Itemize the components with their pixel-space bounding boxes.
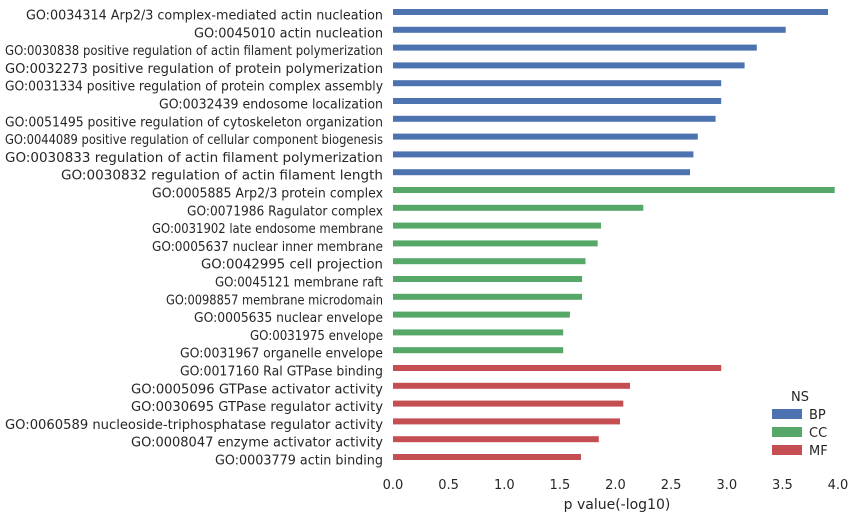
category-label-14: GO:0042995 cell projection (201, 258, 383, 273)
x-tick-label-7: 3.5 (772, 478, 793, 493)
category-label-23: GO:0060589 nucleoside-triphosphatase reg… (5, 418, 383, 433)
x-axis-ticks: 0.0 0.5 1.0 1.5 2.0 2.5 3.0 3.5 4.0 (383, 478, 849, 493)
category-label-5: GO:0032439 endosome localization (159, 98, 383, 113)
bar-19 (393, 347, 564, 354)
category-label-17: GO:0005635 nuclear envelope (194, 311, 383, 326)
category-label-20: GO:0017160 Ral GTPase binding (180, 365, 383, 380)
legend-label-mf: MF (809, 444, 828, 459)
x-tick-label-6: 3.0 (716, 478, 737, 493)
legend-swatch-mf (772, 445, 802, 455)
x-tick-label-8: 4.0 (828, 478, 849, 493)
legend-label-cc: CC (809, 426, 827, 441)
x-tick-label-4: 2.0 (605, 478, 626, 493)
bar-16 (393, 293, 583, 300)
category-labels: GO:0034314 Arp2/3 complex-mediated actin… (5, 9, 383, 469)
bar-10 (393, 187, 835, 193)
x-tick-label-2: 1.0 (494, 478, 515, 493)
category-label-24: GO:0008047 enzyme activator activity (131, 436, 383, 451)
bar-25 (393, 454, 581, 460)
legend: NS BP CC MF (772, 390, 828, 459)
x-axis-label: p value(-log10) (564, 497, 671, 513)
category-label-3: GO:0032273 positive regulation of protei… (5, 62, 383, 77)
category-label-21: GO:0005096 GTPase activator activity (131, 382, 383, 397)
bar-24 (393, 436, 599, 443)
category-label-1: GO:0045010 actin nucleation (194, 26, 383, 41)
category-label-4: GO:0031334 positive regulation of protei… (5, 80, 383, 95)
category-label-18: GO:0031975 envelope (250, 329, 383, 344)
bar-1 (393, 26, 786, 33)
category-label-0: GO:0034314 Arp2/3 complex-mediated actin… (26, 9, 383, 24)
bar-23 (393, 418, 620, 425)
bar-17 (393, 311, 570, 318)
bar-5 (393, 98, 722, 104)
legend-swatch-bp (772, 409, 802, 419)
bar-0 (393, 9, 828, 15)
bar-12 (393, 222, 601, 229)
category-label-13: GO:0005637 nuclear inner membrane (152, 240, 383, 255)
legend-swatch-cc (772, 427, 802, 437)
bar-9 (393, 169, 690, 176)
x-tick-label-1: 0.5 (438, 478, 459, 493)
bar-20 (393, 365, 722, 371)
bar-14 (393, 258, 586, 265)
bar-13 (393, 240, 598, 247)
category-label-19: GO:0031967 organelle envelope (180, 347, 383, 362)
category-label-8: GO:0030833 regulation of actin filament … (5, 151, 383, 166)
bar-8 (393, 151, 694, 158)
category-label-15: GO:0045121 membrane raft (215, 276, 383, 291)
category-label-9: GO:0030832 regulation of actin filament … (61, 169, 383, 184)
legend-title: NS (791, 390, 809, 405)
category-label-11: GO:0071986 Ragulator complex (187, 204, 383, 219)
legend-label-bp: BP (809, 408, 826, 423)
category-label-25: GO:0003779 actin binding (215, 454, 383, 469)
bar-4 (393, 80, 722, 87)
category-label-22: GO:0030695 GTPase regulator activity (131, 400, 383, 415)
bar-7 (393, 133, 698, 140)
category-label-2: GO:0030838 positive regulation of actin … (5, 44, 383, 59)
category-label-12: GO:0031902 late endosome membrane (152, 222, 383, 237)
category-label-7: GO:0044089 positive regulation of cellul… (5, 133, 383, 148)
category-label-10: GO:0005885 Arp2/3 protein complex (152, 187, 383, 202)
legend-entries: BP CC MF (772, 408, 828, 459)
bar-3 (393, 62, 745, 69)
bars-layer (393, 9, 835, 460)
bar-18 (393, 329, 564, 336)
x-tick-label-5: 2.5 (661, 478, 682, 493)
bar-2 (393, 44, 757, 51)
x-tick-label-3: 1.5 (550, 478, 571, 493)
category-label-16: GO:0098857 membrane microdomain (166, 293, 383, 308)
x-tick-label-0: 0.0 (383, 478, 404, 493)
category-label-6: GO:0051495 positive regulation of cytosk… (5, 115, 383, 130)
bar-6 (393, 115, 716, 122)
bar-11 (393, 204, 644, 211)
bar-21 (393, 382, 630, 389)
bar-15 (393, 276, 583, 282)
bar-22 (393, 400, 624, 407)
